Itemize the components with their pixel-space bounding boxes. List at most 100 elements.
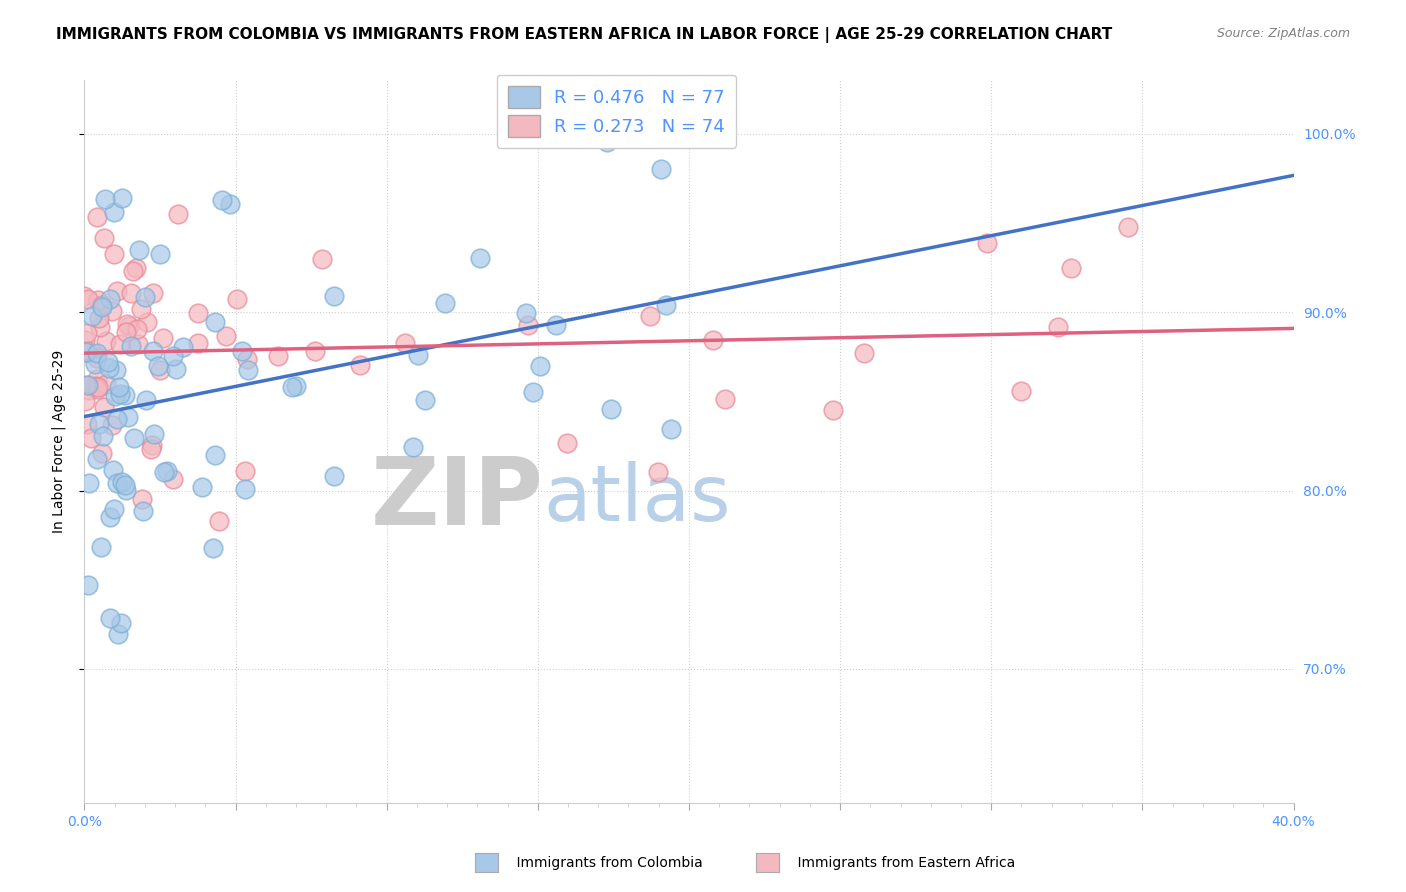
Point	[143, 426, 166, 441]
Point	[86, 210, 108, 224]
Point	[219, 196, 242, 211]
Point	[187, 306, 209, 320]
Point	[433, 295, 456, 310]
Point	[73, 289, 96, 303]
Point	[149, 247, 172, 261]
Point	[1060, 261, 1083, 276]
Point	[93, 231, 115, 245]
Point	[125, 261, 148, 276]
Point	[104, 363, 127, 377]
Point	[131, 492, 153, 507]
Point	[555, 436, 578, 450]
Point	[121, 264, 143, 278]
Point	[118, 318, 141, 333]
Point	[87, 311, 110, 326]
Point	[1047, 320, 1070, 334]
Point	[141, 438, 163, 452]
Point	[84, 379, 107, 393]
Point	[105, 411, 128, 425]
Point	[103, 247, 125, 261]
Point	[647, 465, 669, 479]
Point	[515, 306, 537, 320]
Point	[235, 464, 257, 478]
Point	[134, 290, 156, 304]
Point	[135, 392, 157, 407]
Point	[105, 475, 128, 490]
Point	[82, 310, 104, 324]
Point	[86, 372, 108, 386]
Point	[402, 440, 425, 454]
Point	[93, 401, 115, 415]
Point	[103, 502, 125, 516]
Point	[172, 340, 194, 354]
Point	[87, 417, 110, 431]
Point	[76, 326, 98, 341]
Point	[146, 359, 169, 373]
Text: ZIP: ZIP	[371, 453, 544, 545]
Point	[115, 325, 138, 339]
Point	[226, 292, 249, 306]
Point	[91, 300, 114, 314]
Point	[650, 161, 672, 176]
Point	[128, 243, 150, 257]
Point	[191, 480, 214, 494]
Point	[304, 343, 326, 358]
Point	[406, 348, 429, 362]
Point	[208, 514, 231, 528]
Point	[108, 387, 131, 401]
Point	[77, 578, 100, 592]
Point	[86, 382, 108, 396]
Point	[75, 345, 97, 359]
Point	[84, 357, 107, 371]
Point	[600, 402, 623, 417]
Point	[87, 293, 110, 307]
Point	[852, 346, 875, 360]
Point	[105, 284, 128, 298]
Point	[77, 293, 100, 307]
Point	[127, 336, 149, 351]
Point	[529, 359, 551, 374]
Point	[114, 478, 136, 492]
Point	[98, 361, 121, 376]
Point	[101, 304, 124, 318]
Point	[103, 463, 125, 477]
Text: IMMIGRANTS FROM COLOMBIA VS IMMIGRANTS FROM EASTERN AFRICA IN LABOR FORCE | AGE : IMMIGRANTS FROM COLOMBIA VS IMMIGRANTS F…	[56, 27, 1112, 43]
Point	[120, 339, 142, 353]
Text: Immigrants from Colombia: Immigrants from Colombia	[499, 855, 703, 870]
Text: Source: ZipAtlas.com: Source: ZipAtlas.com	[1216, 27, 1350, 40]
Point	[80, 431, 103, 445]
Point	[546, 318, 568, 333]
Point	[236, 363, 259, 377]
Point	[75, 378, 97, 392]
Point	[111, 475, 134, 489]
Point	[107, 627, 129, 641]
Point	[202, 541, 225, 555]
Point	[91, 298, 114, 312]
Point	[702, 333, 724, 347]
Point	[211, 193, 233, 207]
Point	[231, 343, 253, 358]
Point	[114, 388, 136, 402]
Point	[714, 392, 737, 406]
Point	[349, 358, 371, 372]
Point	[117, 410, 139, 425]
Point	[281, 380, 304, 394]
Point	[135, 314, 157, 328]
Point	[89, 320, 111, 334]
Y-axis label: In Labor Force | Age 25-29: In Labor Force | Age 25-29	[52, 350, 66, 533]
Point	[162, 349, 184, 363]
Point	[141, 286, 163, 301]
Point	[115, 317, 138, 331]
Legend: R = 0.476   N = 77, R = 0.273   N = 74: R = 0.476 N = 77, R = 0.273 N = 74	[496, 75, 737, 148]
Point	[86, 351, 108, 365]
Point	[86, 452, 108, 467]
Point	[120, 286, 142, 301]
Point	[156, 464, 179, 478]
Point	[73, 394, 96, 409]
Point	[638, 310, 661, 324]
Point	[77, 384, 100, 398]
Point	[124, 431, 146, 445]
Point	[111, 191, 134, 205]
Point	[267, 350, 290, 364]
Point	[468, 251, 491, 265]
